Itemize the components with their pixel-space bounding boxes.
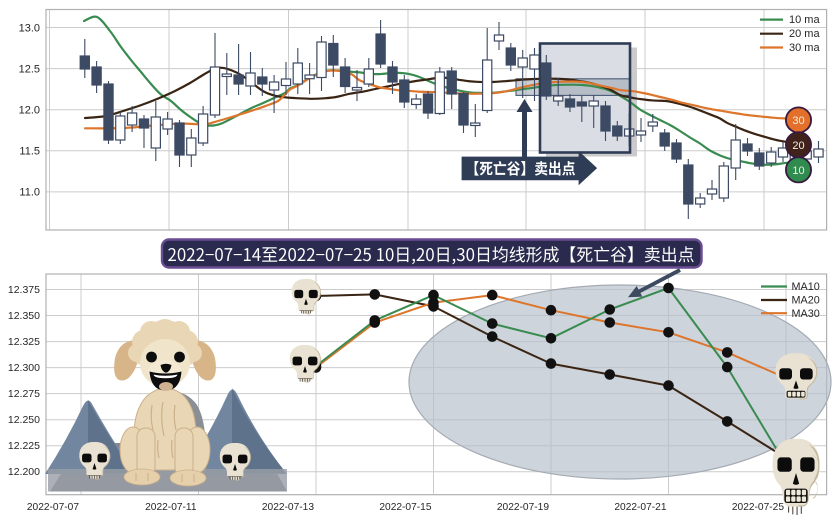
svg-text:13.0: 13.0 [19,22,40,34]
svg-text:12.5: 12.5 [19,63,40,75]
svg-text:20: 20 [792,140,804,152]
svg-text:12.275: 12.275 [8,388,40,400]
svg-text:30: 30 [792,115,804,127]
svg-text:11.0: 11.0 [19,187,40,199]
svg-text:2022-07-13: 2022-07-13 [262,502,314,513]
svg-text:2022-07-21: 2022-07-21 [614,502,666,513]
svg-text:2022-07-07: 2022-07-07 [27,502,79,513]
svg-text:12.200: 12.200 [8,466,40,478]
svg-text:10 ma: 10 ma [789,14,820,26]
svg-text:12.325: 12.325 [8,336,40,348]
svg-text:MA20: MA20 [792,295,820,307]
svg-text:11.5: 11.5 [19,146,40,158]
svg-text:2022-07-11: 2022-07-11 [145,502,197,513]
svg-text:12.0: 12.0 [19,105,40,117]
svg-text:MA10: MA10 [792,281,820,293]
svg-text:MA30: MA30 [792,308,820,320]
svg-text:30 ma: 30 ma [789,42,820,54]
svg-text:12.225: 12.225 [8,440,40,452]
svg-text:12.350: 12.350 [8,310,40,322]
svg-text:20 ma: 20 ma [789,28,820,40]
svg-text:12.375: 12.375 [8,284,40,296]
svg-text:10: 10 [792,165,804,177]
svg-text:2022-07-19: 2022-07-19 [497,502,549,513]
svg-text:2022-07-25: 2022-07-25 [732,502,784,513]
svg-text:12.300: 12.300 [8,362,40,374]
svg-text:2022-07-15: 2022-07-15 [379,502,431,513]
svg-text:12.250: 12.250 [8,414,40,426]
